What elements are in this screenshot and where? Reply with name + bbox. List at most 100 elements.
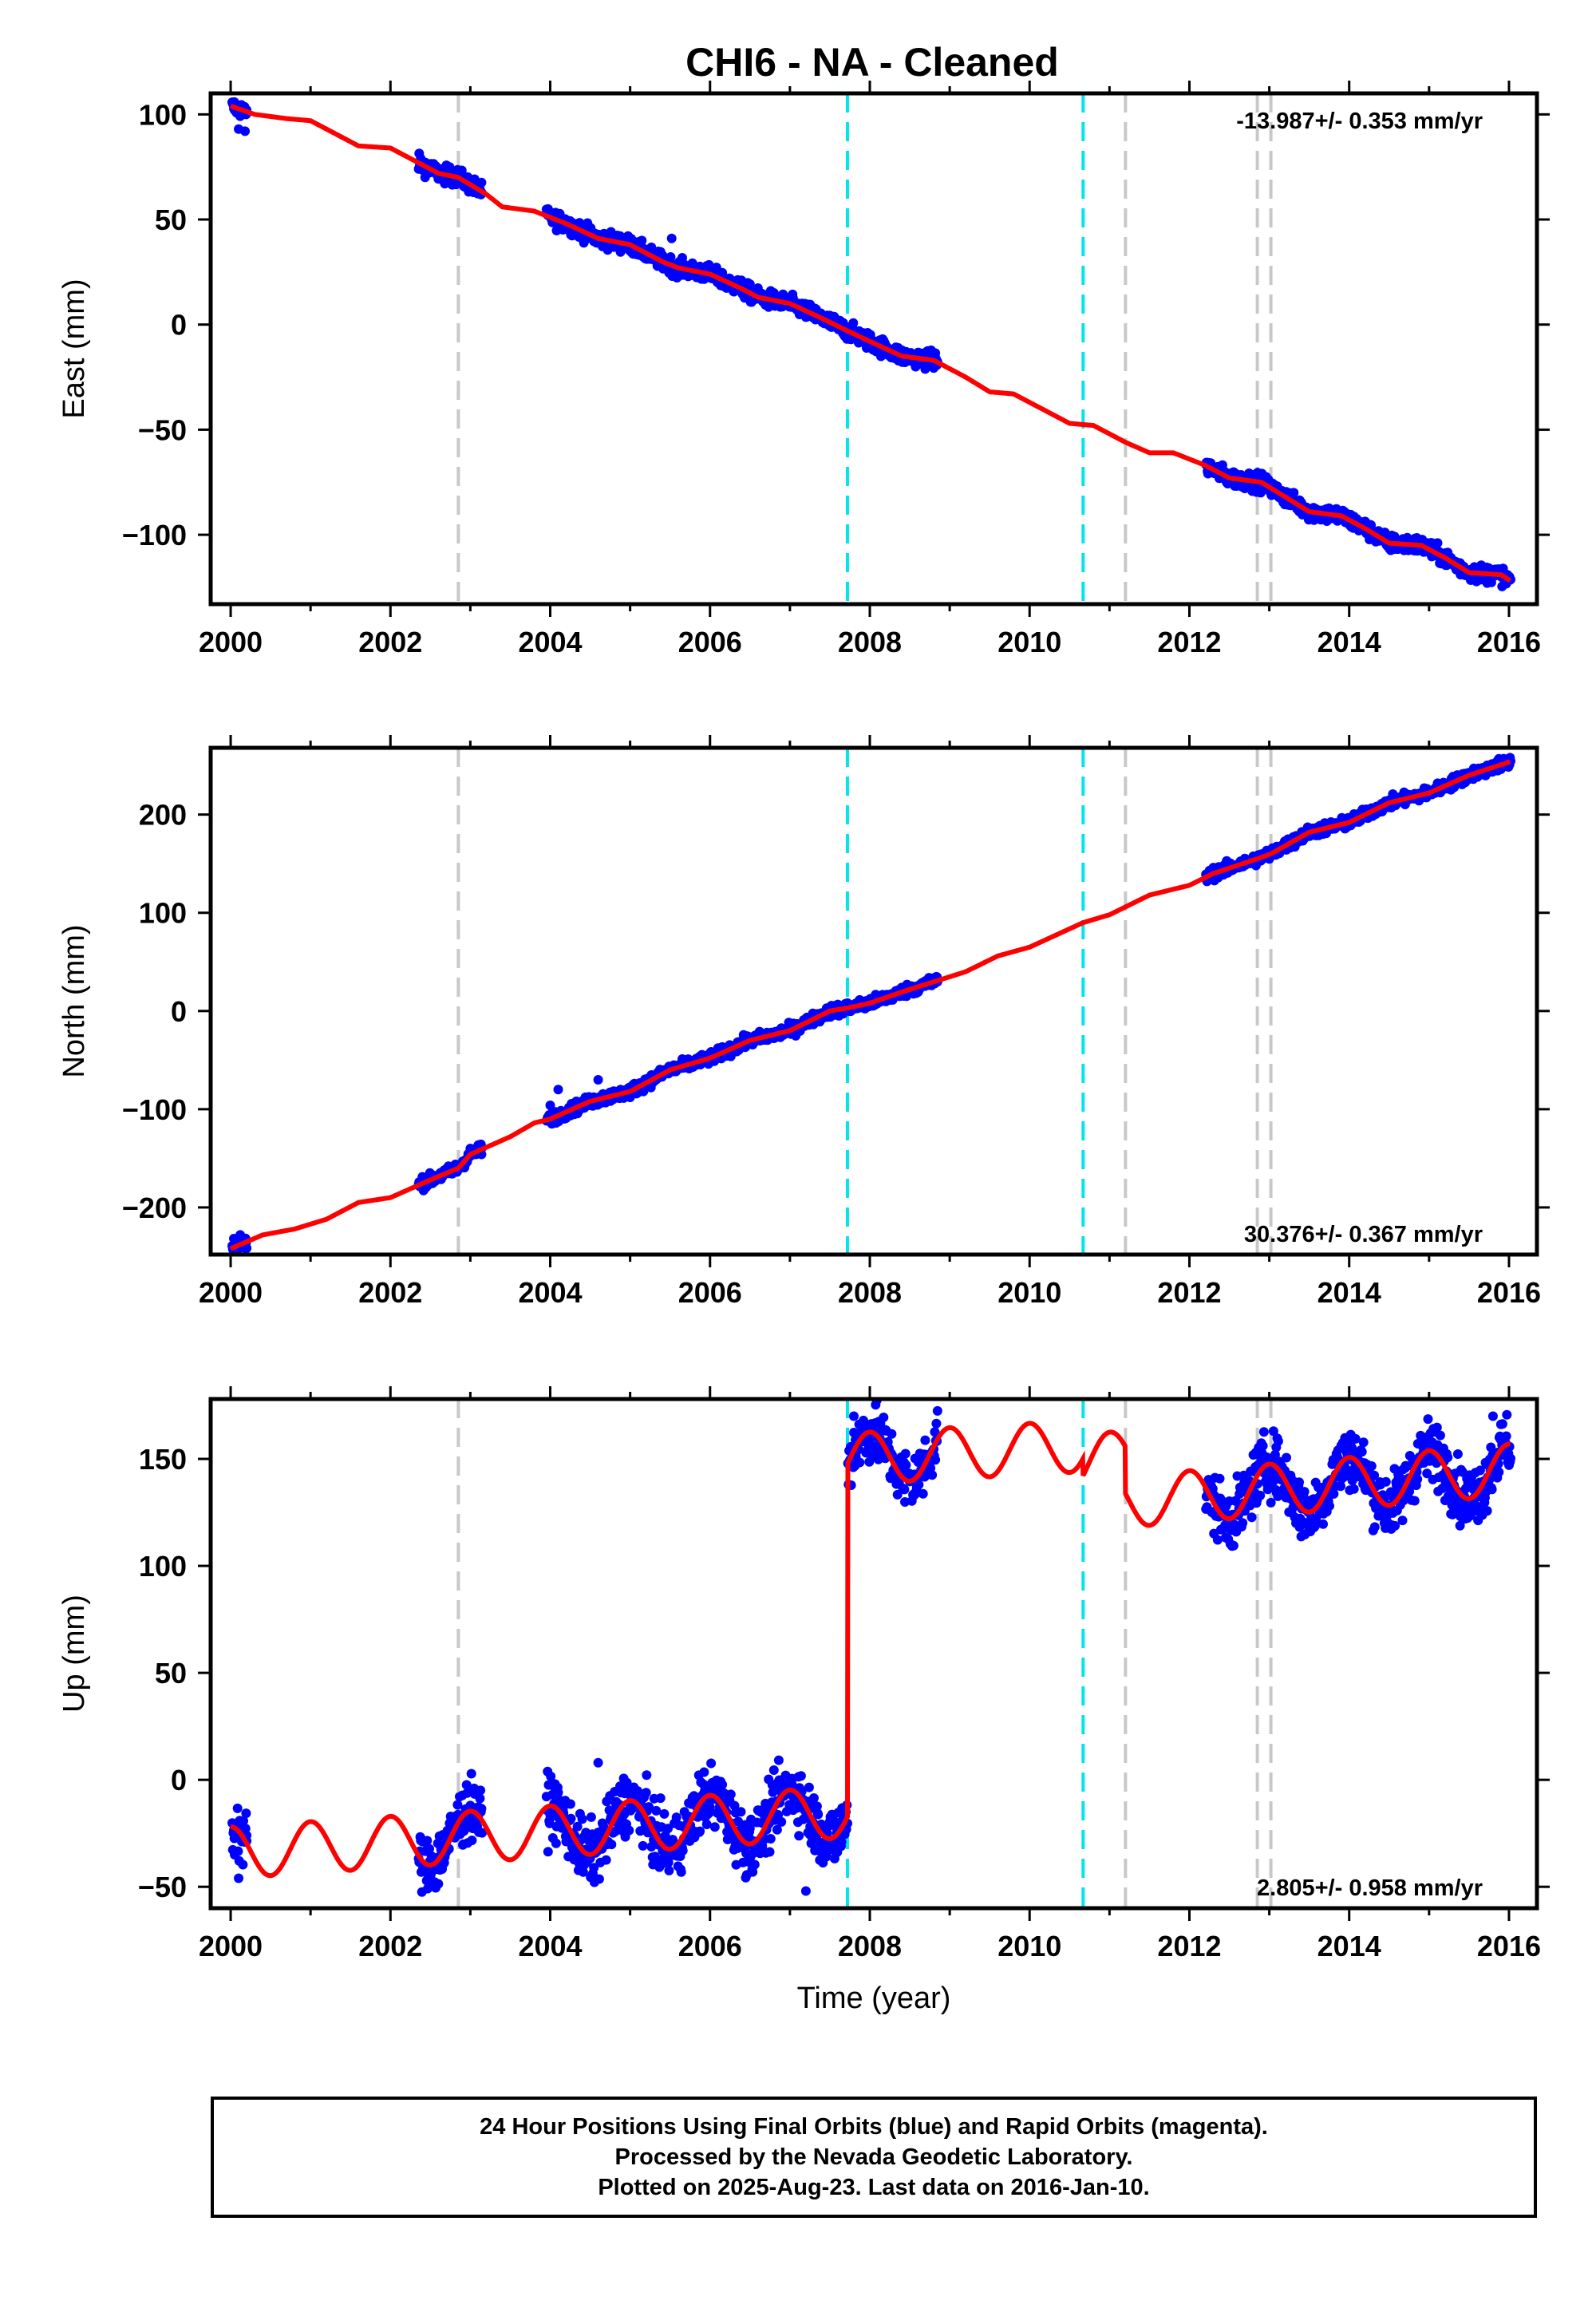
data-point-outlier [545, 1100, 555, 1110]
data-point [476, 1785, 486, 1796]
footer-line-orbits: 24 Hour Positions Using Final Orbits (bl… [480, 2114, 1268, 2140]
y-tick-label: −200 [122, 1192, 187, 1224]
chart-title: CHI6 - NA - Cleaned [685, 40, 1059, 85]
data-point [920, 1435, 930, 1445]
data-point [666, 252, 676, 262]
data-point [1358, 1437, 1369, 1448]
data-point [1443, 1452, 1453, 1463]
data-point [931, 1418, 942, 1429]
data-point [706, 1758, 717, 1769]
data-point [709, 1822, 720, 1832]
data-point [804, 1782, 814, 1792]
x-tick-label: 2000 [199, 626, 263, 658]
y-tick-label: 50 [155, 1657, 187, 1690]
y-tick-label: 0 [171, 1764, 187, 1796]
y-axis-label: Up (mm) [57, 1595, 91, 1713]
panel-north: 2000 2002 2004 2006 2008 2010 2012 2014 2016 200 1… [57, 735, 1550, 1309]
data-point [796, 1771, 806, 1781]
data-point-outlier [240, 126, 251, 136]
x-tick-label: 2012 [1157, 1276, 1221, 1309]
data-point [1215, 1473, 1225, 1484]
data-point-outlier [234, 1873, 244, 1883]
x-tick-label: 2014 [1317, 626, 1381, 658]
x-tick-label: 2004 [518, 626, 582, 658]
data-point [855, 1457, 865, 1468]
data-point-outlier [553, 1085, 563, 1095]
data-point [901, 1460, 911, 1470]
data-point [577, 1814, 587, 1824]
data-point [422, 1836, 433, 1846]
data-point [1369, 1522, 1380, 1532]
model-fit-line [229, 104, 1512, 583]
y-tick-label: 0 [171, 995, 187, 1028]
velocity-label: 30.376+/- 0.367 mm/yr [1244, 1222, 1483, 1247]
data-point [241, 1808, 251, 1819]
data-point [1318, 1519, 1328, 1529]
data-point [553, 1788, 563, 1798]
y-axis-label: North (mm) [57, 924, 91, 1077]
data-point [433, 1879, 444, 1889]
x-tick-label: 2008 [838, 626, 902, 658]
data-point [586, 1812, 596, 1822]
data-point [725, 1789, 736, 1800]
data-point [717, 1780, 728, 1790]
y-tick-label: −50 [138, 1871, 187, 1903]
data-point [444, 162, 455, 172]
x-tick-label: 2008 [838, 1276, 902, 1309]
x-tick-label: 2016 [1477, 626, 1541, 658]
y-tick-label: 0 [171, 309, 187, 342]
y-tick-label: 150 [139, 1443, 187, 1476]
data-point [467, 1836, 477, 1845]
x-tick-label: 2000 [199, 1276, 263, 1309]
data-point [899, 1484, 910, 1495]
y-axis-label: East (mm) [57, 279, 91, 418]
data-point [659, 1808, 670, 1819]
data-point [1294, 1477, 1304, 1488]
data-point [1228, 1540, 1238, 1551]
data-point-outlier [230, 1849, 240, 1860]
y-tick-label: −100 [122, 1093, 187, 1126]
x-tick-label: 2006 [678, 1930, 742, 1962]
x-tick-label: 2004 [518, 1930, 582, 1962]
data-point [764, 1847, 775, 1857]
data-point [476, 177, 487, 188]
x-axis-label: Time (year) [797, 1982, 951, 2015]
x-axis: 2000 2002 2004 2006 2008 2010 2012 2014 2016 [199, 81, 1541, 658]
data-point-outlier [593, 1074, 603, 1085]
data-point [601, 1855, 611, 1865]
data-point [749, 1860, 760, 1870]
data-point [776, 1816, 787, 1827]
data-point [773, 1755, 784, 1765]
y-tick-label: −50 [138, 413, 187, 446]
data-point [848, 318, 859, 328]
data-point [1366, 1461, 1377, 1471]
data-point [637, 235, 647, 246]
y-tick-label: 100 [139, 1550, 187, 1583]
velocity-label: 2.805+/- 0.958 mm/yr [1257, 1875, 1483, 1901]
data-point [624, 1825, 634, 1836]
data-point [606, 1840, 617, 1850]
x-tick-label: 2014 [1317, 1930, 1381, 1962]
x-tick-label: 2010 [998, 1276, 1061, 1309]
data-point [1255, 1490, 1266, 1500]
data-point [1409, 1496, 1420, 1506]
data-point [1289, 488, 1299, 498]
data-point [1435, 1430, 1445, 1441]
data-point [813, 1809, 824, 1820]
data-point [1357, 1447, 1367, 1457]
data-point [1381, 1476, 1391, 1487]
data-point [1412, 1474, 1423, 1484]
data-point [1238, 1518, 1248, 1528]
event-lines [456, 1399, 1273, 1908]
x-tick-label: 2000 [199, 1930, 263, 1962]
data-point [655, 1793, 666, 1804]
x-tick-label: 2010 [998, 1930, 1061, 1962]
y-tick-label: −100 [122, 519, 187, 551]
data-point [932, 1405, 942, 1416]
data-point [765, 1834, 776, 1844]
data-point [736, 1807, 746, 1817]
y-tick-label: 100 [139, 98, 187, 131]
data-point [930, 1455, 941, 1465]
x-tick-label: 2012 [1157, 626, 1221, 658]
